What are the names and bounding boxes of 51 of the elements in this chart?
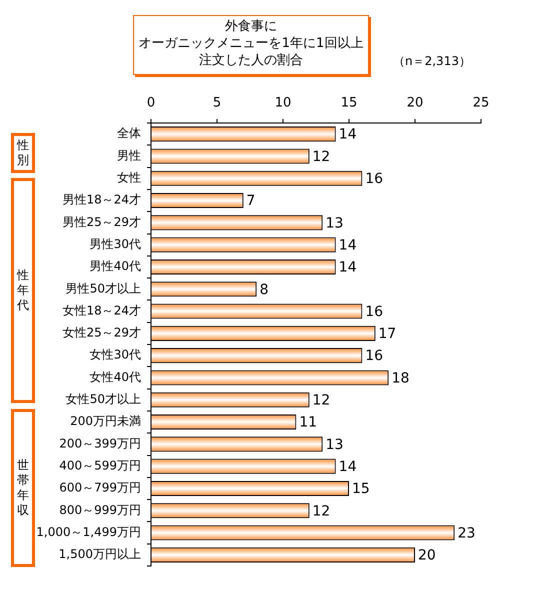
data-label: 13 <box>326 436 344 453</box>
x-tick-label: 25 <box>472 96 490 111</box>
y-tick-label: 女性30代 <box>90 348 141 362</box>
y-tick-label: 200～399万円 <box>59 436 141 450</box>
text: 世帯年収 <box>16 458 30 518</box>
chart-title: 外食事にオーガニックメニューを1年に1回以上注文した人の割合 <box>138 18 364 69</box>
y-tick-label: 全体 <box>117 126 141 140</box>
y-tick-label: 男性18～24才 <box>62 192 141 207</box>
y-tick-label: 男性25～29才 <box>62 214 141 229</box>
data-label: 7 <box>246 193 256 210</box>
data-label: 12 <box>312 503 330 520</box>
y-tick-label: 200万円未満 <box>70 414 141 428</box>
data-label: 14 <box>338 126 357 143</box>
x-tick-label: 15 <box>340 96 358 111</box>
data-label: 17 <box>378 326 396 342</box>
y-tick-label: 800～999万円 <box>59 502 141 517</box>
data-label: 16 <box>365 304 384 320</box>
y-tick-label: 400～599万円 <box>59 458 141 472</box>
text: 性年代 <box>16 268 30 313</box>
chart-subtitle: （n＝2,313） <box>393 53 471 70</box>
y-tick-label: 男性50才以上 <box>66 281 141 296</box>
x-tick-label: 10 <box>274 96 292 111</box>
y-tick-label: 男性 <box>117 148 141 162</box>
data-label: 18 <box>392 370 410 386</box>
x-tick-label: 0 <box>146 96 156 111</box>
data-label: 14 <box>338 458 357 475</box>
data-label: 8 <box>260 282 269 298</box>
data-label: 14 <box>338 260 357 276</box>
data-label: 12 <box>312 148 330 165</box>
y-tick-label: 女性50才以上 <box>66 392 141 406</box>
y-tick-label: 女性 <box>117 170 141 184</box>
y-tick-label: 600～799万円 <box>59 480 141 495</box>
y-tick-label: 女性25～29才 <box>62 326 141 340</box>
y-tick-label: 男性30代 <box>90 236 141 251</box>
data-label: 14 <box>338 237 357 254</box>
data-label: 12 <box>312 392 330 409</box>
data-label: 16 <box>365 348 384 364</box>
x-tick-label: 5 <box>212 96 222 111</box>
x-tick-label: 20 <box>406 96 424 111</box>
y-tick-label: 女性18～24才 <box>62 303 141 318</box>
data-label: 23 <box>458 525 476 542</box>
y-tick-label: 女性40代 <box>90 370 141 384</box>
y-tick-label: 1,500万円以上 <box>58 547 141 562</box>
y-tick-label: 男性40代 <box>90 259 141 274</box>
text: 性別 <box>16 138 30 168</box>
data-label: 15 <box>352 481 370 498</box>
data-label: 13 <box>326 215 344 232</box>
data-label: 11 <box>299 414 318 431</box>
y-tick-label: 1,000～1,499万円 <box>36 524 141 539</box>
data-label: 16 <box>365 171 384 188</box>
data-label: 20 <box>418 548 436 564</box>
